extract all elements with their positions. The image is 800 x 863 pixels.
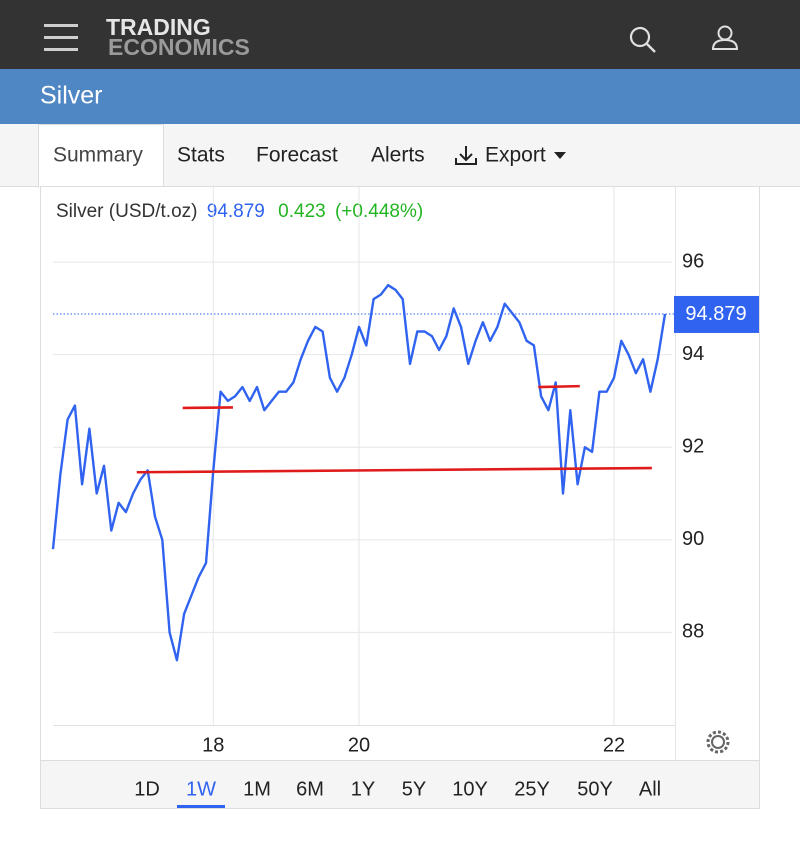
menu-button[interactable] — [44, 24, 78, 51]
price-line — [51, 284, 667, 662]
download-icon — [455, 146, 477, 165]
logo-bottom[interactable]: ECONOMICS — [108, 34, 250, 60]
y-tick-label: 94 — [682, 343, 704, 365]
range-button[interactable]: 1W — [186, 778, 216, 800]
x-tick-label: 20 — [348, 734, 370, 756]
search-icon — [646, 43, 656, 53]
gear-icon — [706, 730, 730, 754]
tab[interactable]: Export — [485, 144, 546, 167]
range-button[interactable]: 1M — [243, 778, 271, 800]
range-button[interactable]: 25Y — [514, 778, 550, 800]
y-tick-label: 96 — [682, 250, 704, 272]
menu-line — [44, 36, 78, 39]
range-button[interactable]: 5Y — [402, 778, 426, 800]
tab[interactable]: Summary — [53, 144, 143, 167]
trend-line — [538, 384, 580, 389]
tab[interactable]: Forecast — [256, 144, 338, 167]
chart-card — [40, 186, 760, 809]
tab[interactable]: Alerts — [371, 144, 425, 167]
user-icon — [711, 38, 739, 50]
export-icon — [455, 146, 477, 165]
legend-change-pct: (+0.448%) — [335, 201, 423, 222]
banner — [0, 69, 800, 124]
search-icon — [629, 26, 651, 48]
gear-icon — [711, 735, 725, 749]
settings-button[interactable] — [706, 730, 730, 754]
menu-line — [44, 24, 78, 27]
banner-title: Silver — [40, 82, 103, 110]
range-button[interactable]: 10Y — [452, 778, 488, 800]
y-tick-label: 90 — [682, 528, 704, 550]
x-tick-label: 22 — [603, 734, 625, 756]
legend: Silver (USD/t.oz) 94.879 0.423 (+0.448%) — [56, 201, 423, 222]
top-bar — [0, 0, 800, 69]
range-button[interactable]: 6M — [296, 778, 324, 800]
legend-change: 0.423 — [278, 201, 326, 222]
price-tag-label: 94.879 — [685, 303, 746, 325]
range-button[interactable]: 1Y — [351, 778, 375, 800]
user-button[interactable] — [711, 25, 739, 50]
x-tick-label: 18 — [202, 734, 224, 756]
range-button[interactable]: 50Y — [577, 778, 613, 800]
active-tab — [38, 124, 164, 188]
tab[interactable]: Stats — [177, 144, 225, 167]
legend-price: 94.879 — [207, 201, 265, 222]
range-underline — [177, 805, 225, 808]
search-button[interactable] — [629, 26, 656, 53]
y-tick-label: 92 — [682, 436, 704, 458]
menu-line — [44, 48, 78, 51]
trend-line — [136, 466, 652, 474]
plot: 88 90 92 94 96 18 20 22 94.879 1D 1W 1M 6M 1Y 5Y 10Y 25Y… — [51, 187, 759, 808]
y-tick-label: 88 — [682, 621, 704, 643]
range-button[interactable]: All — [639, 778, 661, 800]
legend-title: Silver (USD/t.oz) — [56, 201, 197, 222]
range-bar — [41, 760, 759, 808]
logo-top[interactable]: TRADING — [106, 14, 211, 40]
price-tag — [674, 295, 759, 333]
dropdown-caret — [554, 152, 566, 159]
range-button[interactable]: 1D — [134, 778, 160, 800]
